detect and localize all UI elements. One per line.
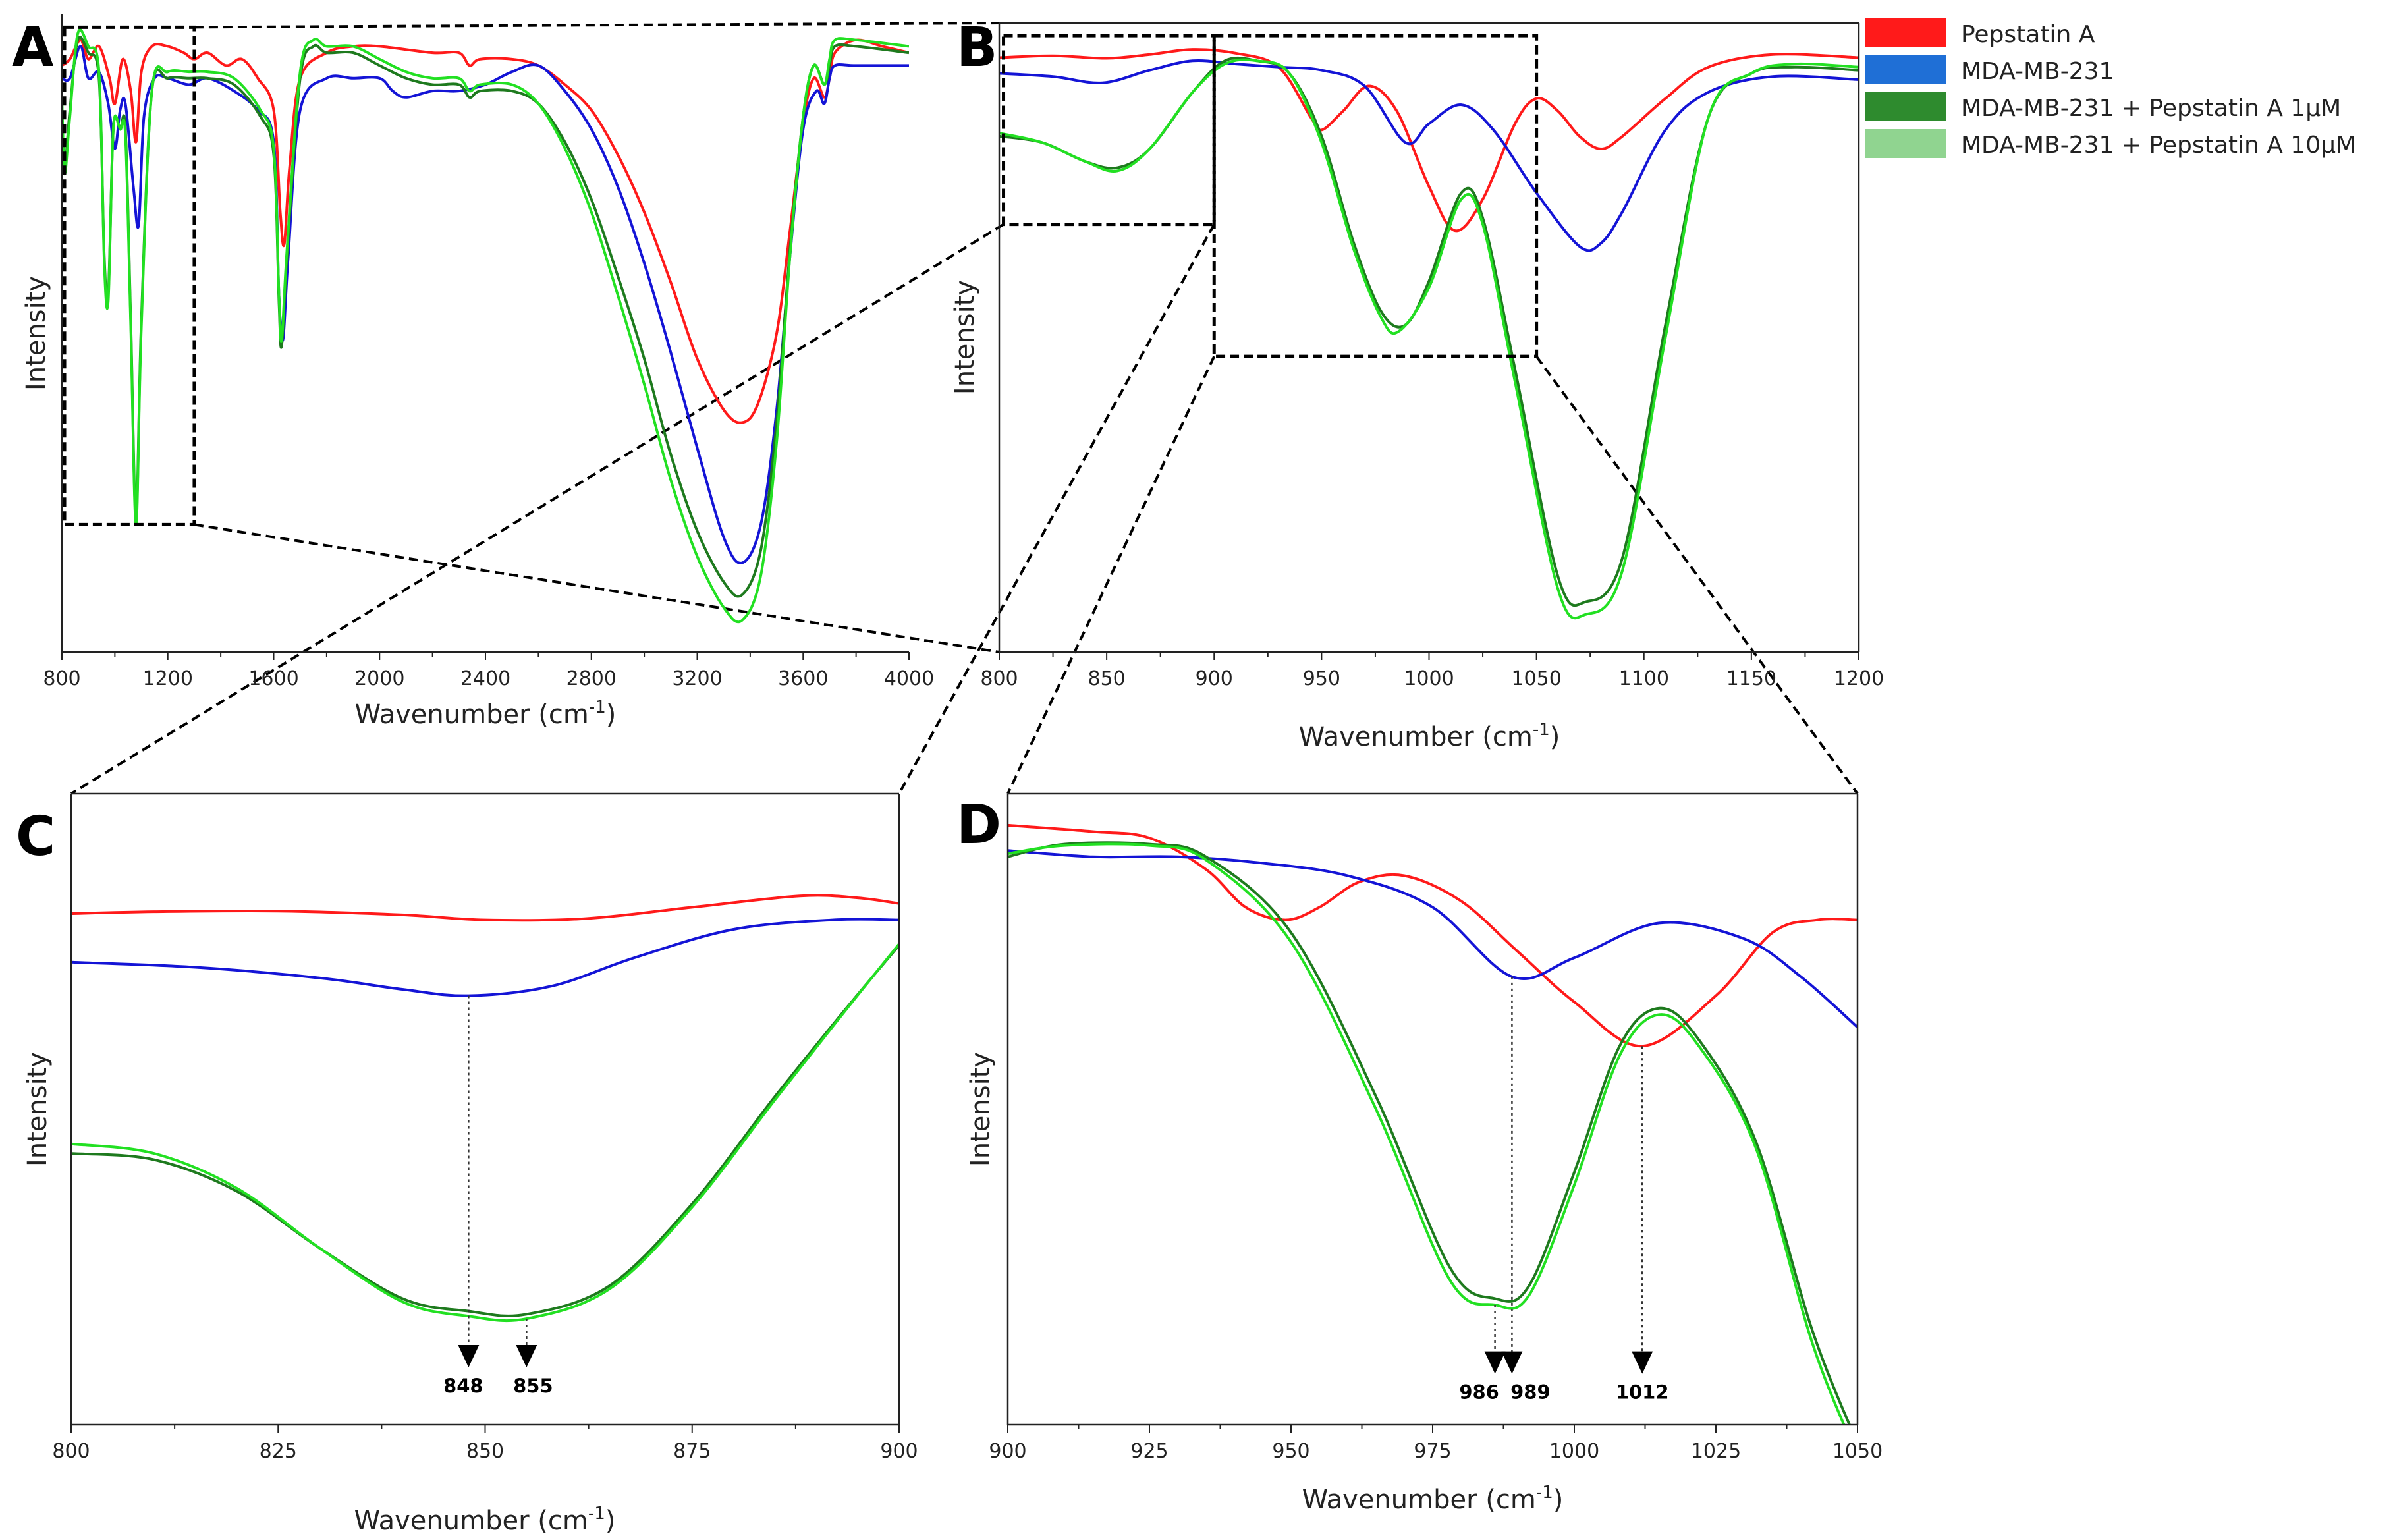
legend-label-pepstatin: Pepstatin A [1961, 21, 2095, 48]
x-tick-label-b: 1200 [1834, 667, 1884, 690]
zoom-box-a-1 [63, 25, 196, 526]
peak-arrow-986 [1484, 1351, 1506, 1374]
series-line-mda-d [1008, 849, 1858, 1028]
x-axis-title-d: Wavenumber (cm-1) [1302, 1483, 1564, 1515]
peak-arrow-1012 [1632, 1351, 1653, 1374]
y-axis-title-a: Intensity [21, 276, 51, 391]
connector-a-to-b-top [194, 22, 1000, 29]
y-axis-title-d: Intensity [966, 1052, 996, 1167]
x-tick-label-b: 1000 [1404, 667, 1454, 690]
y-axis-title-c: Intensity [22, 1052, 53, 1167]
series-line-pep1-d [1008, 841, 1852, 1425]
zoom-box-b-1 [1002, 34, 1216, 227]
panel-c: C 800 825 850 875 900 Wavenumber (cm-1) Intens… [16, 792, 918, 1536]
x-axis-title-a: Wavenumber (cm-1) [355, 698, 617, 730]
plot-area-a [62, 28, 909, 624]
x-tick-label-a: 2800 [566, 667, 617, 690]
y-axis-title-b: Intensity [950, 280, 980, 395]
legend-label-pep10: MDA-MB-231 + Pepstatin A 10µM [1961, 132, 2356, 159]
legend-swatch-pepstatin [1865, 18, 1946, 47]
x-tick-label-b: 1050 [1511, 667, 1561, 690]
panel-label-d: D [956, 794, 1001, 856]
peak-label-1012: 1012 [1616, 1381, 1669, 1404]
panel-label-c: C [16, 806, 55, 868]
x-tick-label-a: 3600 [778, 667, 828, 690]
x-tick-label-a: 2000 [354, 667, 404, 690]
x-tick-label-d: 1050 [1832, 1440, 1883, 1463]
connector-b-to-c-right [898, 223, 1216, 794]
peak-arrow-848 [458, 1344, 480, 1367]
series-line-pepstatin-b [999, 48, 1859, 233]
connector-b-to-d-left [1006, 356, 1216, 794]
x-tick-label-b: 800 [980, 667, 1018, 690]
legend-swatch-mda [1865, 55, 1946, 84]
x-tick-label-d: 950 [1272, 1440, 1309, 1463]
zoom-connector-lines [70, 22, 1859, 795]
peak-label-989: 989 [1510, 1381, 1551, 1404]
x-tick-label-a: 4000 [884, 667, 934, 690]
x-tick-label-c: 825 [260, 1440, 297, 1463]
x-tick-label-a: 3200 [672, 667, 722, 690]
plot-area-d [1008, 823, 1858, 1425]
x-axis-title-b: Wavenumber (cm-1) [1299, 720, 1560, 752]
peak-label-855: 855 [513, 1375, 553, 1397]
connector-b-to-c-left [70, 223, 1005, 795]
x-tick-label-a: 2400 [460, 667, 510, 690]
peak-arrow-989 [1501, 1351, 1523, 1374]
x-tick-label-b: 1150 [1726, 667, 1776, 690]
x-tick-label-b: 1100 [1619, 667, 1669, 690]
series-line-pep1-c [71, 944, 899, 1317]
x-tick-label-c: 800 [52, 1440, 90, 1463]
plot-area-c [71, 894, 899, 1323]
legend: Pepstatin A MDA-MB-231 MDA-MB-231 + Peps… [1865, 18, 2356, 159]
connector-a-to-b-bottom [194, 523, 1000, 653]
x-tick-label-d: 925 [1130, 1440, 1168, 1463]
series-line-mda-c [71, 918, 899, 997]
panel-d: D 900 925 950 975 1000 1025 1050 Wavenumber (cm… [956, 792, 1883, 1515]
series-line-pepstatin-d [1008, 823, 1858, 1048]
series-line-pep10-b [999, 58, 1859, 620]
x-tick-label-d: 900 [989, 1440, 1026, 1463]
x-tick-label-b: 900 [1196, 667, 1233, 690]
peak-arrow-855 [516, 1344, 537, 1367]
x-tick-label-c: 875 [673, 1440, 711, 1463]
x-tick-label-c: 850 [466, 1440, 504, 1463]
plot-area-b [999, 48, 1859, 620]
series-line-pep10-c [71, 943, 899, 1323]
series-line-pep1-b [999, 56, 1859, 607]
panel-label-b: B [956, 16, 998, 79]
peak-label-986: 986 [1459, 1381, 1499, 1404]
connector-b-to-d-right [1535, 355, 1859, 795]
x-axis-title-c: Wavenumber (cm-1) [354, 1504, 616, 1536]
series-line-pep1-a [62, 36, 909, 598]
zoom-box-b-2 [1212, 34, 1539, 358]
legend-label-mda: MDA-MB-231 [1961, 58, 2114, 85]
series-line-pep10-d [1008, 842, 1846, 1425]
x-tick-label-b: 950 [1303, 667, 1340, 690]
x-tick-label-d: 1025 [1691, 1440, 1741, 1463]
x-tick-label-a: 800 [43, 667, 80, 690]
series-line-mda-b [999, 59, 1859, 252]
peak-label-848: 848 [443, 1375, 483, 1397]
x-tick-label-a: 1600 [248, 667, 298, 690]
series-line-pepstatin-a [62, 38, 909, 424]
panel-label-a: A [12, 16, 54, 79]
x-tick-label-c: 900 [880, 1440, 918, 1463]
legend-swatch-pep10 [1865, 129, 1946, 158]
legend-swatch-pep1 [1865, 92, 1946, 121]
legend-label-pep1: MDA-MB-231 + Pepstatin A 1µM [1961, 95, 2341, 122]
panel-a: A 800 1200 1600 2000 2400 2800 3200 3600 4000 Wav… [12, 14, 934, 730]
series-line-pepstatin-c [71, 894, 899, 922]
x-tick-label-b: 850 [1087, 667, 1125, 690]
x-tick-label-d: 1000 [1549, 1440, 1599, 1463]
series-line-pep10-a [62, 28, 909, 624]
x-tick-label-d: 975 [1414, 1440, 1451, 1463]
panel-b: B 800 850 900 950 1000 1050 1100 1150 1200 Wavenu… [950, 16, 1884, 752]
x-tick-label-a: 1200 [143, 667, 193, 690]
